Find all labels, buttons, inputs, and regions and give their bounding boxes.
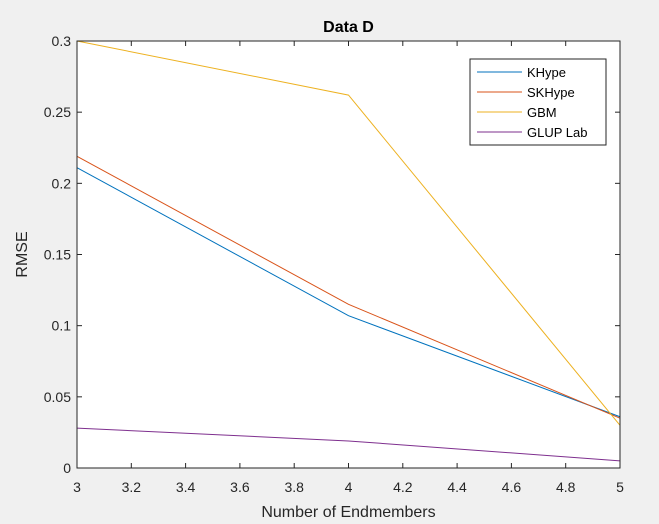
x-tick-label: 4.2 xyxy=(393,479,413,495)
x-tick-label: 5 xyxy=(616,479,624,495)
legend-box xyxy=(469,58,607,146)
x-tick-label: 3.4 xyxy=(176,479,196,495)
plot-border xyxy=(76,40,621,469)
series-line-gbm xyxy=(76,40,621,426)
y-tick-label: 0.25 xyxy=(44,104,71,120)
x-tick-label: 3 xyxy=(73,479,81,495)
series-lines xyxy=(76,40,621,462)
y-tick-label: 0.3 xyxy=(52,33,72,49)
y-tick-label: 0.05 xyxy=(44,389,71,405)
y-tick-label: 0.2 xyxy=(52,175,72,191)
legend-entry: KHype xyxy=(527,65,566,80)
chart-title: Data D xyxy=(323,19,374,36)
x-tick-label: 4.6 xyxy=(502,479,522,495)
x-tick-label: 3.8 xyxy=(284,479,304,495)
y-tick-label: 0.1 xyxy=(52,318,72,334)
legend-entry: SKHype xyxy=(527,85,575,100)
y-tick-label: 0.15 xyxy=(44,247,71,263)
x-tick-label: 4.4 xyxy=(447,479,467,495)
legend-entry: GBM xyxy=(527,105,557,120)
x-tick-label: 3.2 xyxy=(122,479,142,495)
series-line-skhype xyxy=(76,155,621,419)
y-axis-label: RMSE xyxy=(14,231,31,277)
legend-entry: GLUP Lab xyxy=(527,125,587,140)
axis-ticks: 3 3.2 3.4 3.6 3.8 4 4.2 4.4 4.6 4.8 5 0 0.05 0.1 0.15 0… xyxy=(44,33,624,495)
legend: KHype SKHype GBM GLUP Lab xyxy=(469,58,607,146)
x-tick-label: 4 xyxy=(345,479,353,495)
x-tick-label: 3.6 xyxy=(230,479,250,495)
x-tick-label: 4.8 xyxy=(556,479,576,495)
x-axis-label: Number of Endmembers xyxy=(261,504,435,521)
y-tick-label: 0 xyxy=(63,460,71,476)
series-line-khype xyxy=(76,167,621,418)
series-line-glup-lab xyxy=(76,427,621,462)
